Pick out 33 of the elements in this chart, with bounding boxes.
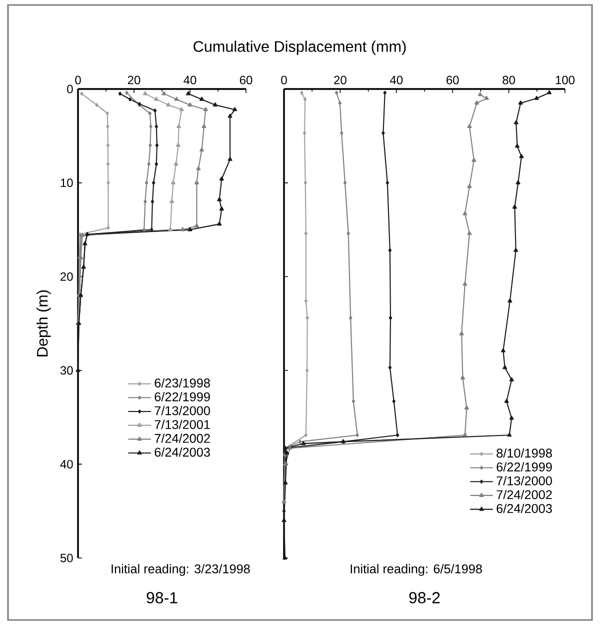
text: Initial reading: 3/23/1998: [112, 564, 250, 576]
x-tick-label: 20: [128, 76, 140, 84]
x-tick-label: 60: [446, 76, 459, 84]
legend-label: 7/13/2001: [154, 420, 210, 430]
text: 98-1: [146, 592, 178, 604]
y-tick-label: 20: [60, 272, 73, 281]
x-tick-label: 0: [75, 76, 81, 84]
x-tick-label: 40: [390, 76, 403, 84]
legend-label: 6/24/2003: [496, 504, 552, 514]
x-tick-label: 40: [184, 76, 196, 84]
legend-label: 6/24/2003: [154, 447, 210, 457]
x-tick-label: 100: [556, 76, 575, 84]
text: Initial reading: 6/5/1998: [350, 564, 482, 576]
legend-label: 6/22/1999: [496, 462, 552, 472]
text: 98-2: [409, 592, 440, 604]
x-tick-label: 80: [502, 76, 516, 84]
y-tick-label: 40: [60, 460, 73, 468]
x-tick-label: 0: [281, 76, 287, 84]
legend-label: 6/22/1999: [154, 392, 210, 402]
legend-label: 7/24/2002: [496, 490, 552, 500]
legend-label: 7/24/2002: [154, 434, 210, 443]
y-axis-title: Depth (m): [36, 290, 51, 356]
legend-label: 8/10/1998: [496, 448, 552, 458]
legend-label: 6/23/1998: [154, 378, 210, 388]
y-tick-label: 50: [60, 554, 73, 562]
y-tick-label: 10: [60, 178, 73, 188]
y-tick-label: 30: [60, 366, 73, 375]
legend-label: 7/13/2000: [154, 406, 210, 416]
x-axis-title: Cumulative Displacement (mm): [194, 40, 406, 55]
legend-label: 7/13/2000: [496, 476, 552, 486]
x-tick-label: 20: [334, 76, 346, 84]
x-tick-label: 60: [240, 76, 252, 84]
y-tick-label: 0: [67, 84, 73, 94]
